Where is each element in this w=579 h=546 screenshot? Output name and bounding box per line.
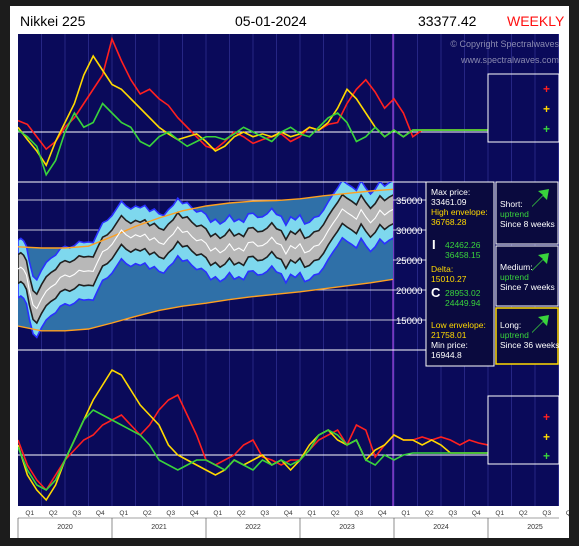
- quarter-label: Q2: [519, 510, 528, 517]
- lower-signal-yellow-plus: +: [543, 430, 551, 444]
- quarter-label: Q2: [143, 510, 152, 517]
- price-chart: [18, 182, 393, 339]
- i-label: I: [432, 237, 436, 252]
- year-label: 2024: [433, 524, 449, 531]
- watermark: © Copyright Spectralwaves www.spectralwa…: [450, 39, 559, 65]
- long-trend-text: Long: uptrend Since 36 weeks: [500, 320, 560, 350]
- c-label: C: [431, 285, 441, 300]
- lower-oscillators: [18, 368, 488, 502]
- year-label: 2022: [245, 524, 261, 531]
- info-panel-box: [425, 181, 495, 367]
- quarter-label: Q1: [401, 510, 410, 517]
- chart-svg: 35000 30000 25000 20000 15000 © Copyright Sp…: [17, 34, 569, 538]
- upper-signal-green-plus: +: [543, 122, 551, 136]
- outer-channel: [18, 182, 393, 339]
- watermark-url: www.spectralwaves.com: [460, 55, 559, 65]
- year-label: 2023: [339, 524, 355, 531]
- min-price-block: Low envelope: 21758.01 Min price: 16944.…: [431, 320, 486, 360]
- x-axis: Q1 Q2 Q3 Q4 Q1 Q2 Q3 Q4 Q1 Q2 Q3 Q4 Q1 Q2 Q3 Q4 Q1 Q2 Q3 Q4…: [17, 510, 569, 538]
- quarter-label: Q4: [566, 510, 569, 517]
- upper-signal-box: [487, 73, 560, 143]
- price-line: [18, 208, 393, 310]
- upper-signal-yellow-plus: +: [543, 102, 551, 116]
- upper-oscillators: [18, 36, 488, 177]
- uptrend-arrow-icon: [532, 315, 549, 333]
- y-tick-label: 35000: [396, 196, 422, 207]
- year-label: 2021: [151, 524, 167, 531]
- y-tick-label: 25000: [396, 256, 422, 267]
- delta-block: Delta: 15010.27: [431, 264, 467, 284]
- medium-trend-text: Medium: uptrend Since 7 weeks: [500, 262, 555, 292]
- short-trend-text: Short: uptrend Since 8 weeks: [500, 199, 555, 229]
- quarter-label: Q3: [260, 510, 269, 517]
- quarter-label: Q3: [448, 510, 457, 517]
- timeframe-label: WEEKLY: [507, 13, 565, 29]
- year-label: 2025: [527, 524, 543, 531]
- quarter-label: Q4: [378, 510, 387, 517]
- quarter-label: Q2: [331, 510, 340, 517]
- uptrend-arrow-icon: [532, 189, 549, 207]
- quarter-label: Q2: [49, 510, 58, 517]
- watermark-copyright: © Copyright Spectralwaves: [450, 39, 559, 49]
- quarter-label: Q1: [119, 510, 128, 517]
- upper-signal-red-plus: +: [543, 82, 551, 96]
- quarter-label: Q2: [425, 510, 434, 517]
- chart-header: Nikkei 225 05-01-2024 33377.42 WEEKLY: [10, 6, 569, 36]
- y-tick-labels: 35000 30000 25000 20000 15000: [396, 196, 422, 327]
- quarter-label: Q4: [190, 510, 199, 517]
- x-axis-band: [18, 506, 559, 538]
- quarter-label: Q4: [472, 510, 481, 517]
- quarter-label: Q4: [284, 510, 293, 517]
- last-price: 33377.42: [418, 13, 477, 29]
- lower-signal-box: [487, 395, 560, 465]
- quarter-label: Q3: [542, 510, 551, 517]
- high-envelope-line: [18, 188, 393, 249]
- i-values: 42462.26 36458.15: [445, 240, 481, 260]
- uptrend-arrow-icon: [532, 253, 549, 271]
- quarter-label: Q4: [96, 510, 105, 517]
- c-values: 28953.02 24449.94: [445, 288, 481, 308]
- max-price-block: Max price: 33461.09 High envelope: 36768…: [431, 187, 488, 227]
- low-envelope-line: [18, 278, 393, 332]
- quarter-label: Q1: [213, 510, 222, 517]
- lower-signal-green-plus: +: [543, 449, 551, 463]
- chart-frame: Nikkei 225 05-01-2024 33377.42 WEEKLY 35…: [10, 6, 569, 538]
- upper-osc-series-2: [18, 102, 488, 177]
- chart-date: 05-01-2024: [235, 13, 307, 29]
- trend-arrows: [532, 189, 549, 333]
- lower-signal-red-plus: +: [543, 410, 551, 424]
- lower-osc-series-0: [18, 393, 488, 492]
- lower-osc-series-2: [18, 409, 488, 491]
- y-tick-label: 15000: [396, 316, 422, 327]
- quarter-label: Q2: [237, 510, 246, 517]
- year-label: 2020: [57, 524, 73, 531]
- quarter-label: Q3: [354, 510, 363, 517]
- y-tick-label: 30000: [396, 226, 422, 237]
- instrument-name: Nikkei 225: [20, 13, 86, 29]
- quarter-label: Q3: [166, 510, 175, 517]
- inner-channel: [18, 193, 393, 325]
- quarter-label: Q3: [72, 510, 81, 517]
- quarter-label: Q1: [25, 510, 34, 517]
- y-tick-label: 20000: [396, 286, 422, 297]
- quarter-label: Q1: [495, 510, 504, 517]
- quarter-label: Q1: [307, 510, 316, 517]
